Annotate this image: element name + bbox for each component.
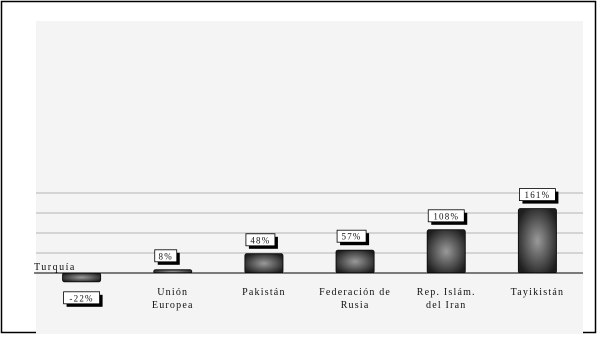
data-labels: -22% 8% 48% 57% 108% 161% [63,188,559,307]
data-label-box-4 [427,209,465,223]
data-label-box-5 [519,188,556,202]
category-labels: Turquía Unión Europea Pakistán Federación de… [34,262,565,311]
bar-4 [426,229,466,274]
category-label-4-line-0: Rep. Islám. [417,287,476,298]
data-label-0: -22% [63,291,103,307]
data-label-box-2 [245,233,276,247]
category-label-3-line-1: Rusia [341,300,370,311]
data-label-2: 48% [245,233,278,249]
category-label-5-line-0: Tayikistán [511,287,565,298]
category-label-2-line-0: Pakistán [242,287,286,298]
data-label-5: 161% [519,188,559,204]
data-label-3: 57% [336,229,370,246]
data-label-box-0 [63,291,100,305]
bar-0 [62,272,102,283]
data-label-text-2: 48% [250,235,270,245]
category-label-1-line-0: Unión [157,287,188,298]
data-label-4: 108% [427,209,468,225]
bar-3 [335,249,375,274]
data-label-1: 8% [154,249,180,265]
category-label-1-line-1: Europea [152,300,194,311]
data-label-text-1: 8% [159,251,173,261]
data-label-text-0: -22% [69,293,93,303]
gridlines [36,192,583,254]
category-label-0: Turquía [34,262,76,273]
category-label-4-line-1: del Iran [426,300,466,311]
data-label-text-3: 57% [342,232,362,242]
data-label-box-1 [154,249,178,263]
bar-2 [244,253,284,274]
data-label-text-4: 108% [433,211,459,221]
category-label-3-line-0: Federación de [319,287,391,298]
data-label-text-5: 161% [525,190,551,200]
bar-5 [517,208,557,274]
bars [62,208,557,283]
plot-area [36,21,583,334]
data-label-box-3 [336,229,367,243]
